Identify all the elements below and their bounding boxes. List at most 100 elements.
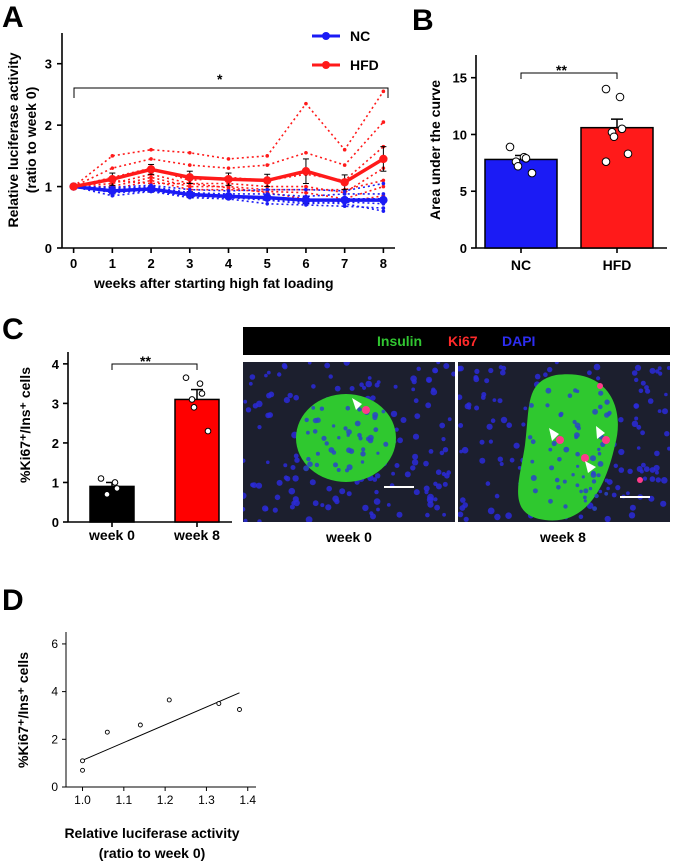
chart-c: 0 1 2 3 4 week 0 week 8 ** %Ki67⁺/Ins⁺ cells bbox=[17, 352, 232, 543]
nucleus bbox=[559, 411, 564, 416]
nucleus bbox=[574, 435, 578, 440]
nucleus bbox=[604, 478, 609, 483]
nucleus bbox=[334, 498, 340, 505]
arrowhead-icon bbox=[352, 398, 362, 410]
nucleus bbox=[590, 455, 596, 462]
chart-a-x-tick-label: 0 bbox=[70, 256, 77, 271]
ki67-cell bbox=[556, 436, 564, 444]
nucleus bbox=[333, 462, 338, 468]
nucleus bbox=[375, 473, 381, 479]
ki67-cell bbox=[602, 436, 610, 444]
chart-a-individual-point bbox=[149, 147, 153, 152]
nucleus bbox=[636, 424, 642, 430]
nucleus bbox=[396, 511, 403, 518]
nucleus bbox=[634, 377, 639, 383]
nucleus bbox=[272, 507, 278, 513]
chart-a-individual-point bbox=[110, 166, 115, 170]
nucleus bbox=[634, 416, 639, 421]
nucleus bbox=[583, 495, 587, 500]
nucleus bbox=[583, 499, 588, 503]
chart-a-individual-point bbox=[110, 154, 115, 158]
nucleus bbox=[592, 408, 598, 415]
chart-a-individual-point bbox=[304, 184, 308, 189]
chart-a-ylabel-line1: Relative luciferase activity bbox=[5, 52, 21, 227]
chart-a-individual-point bbox=[304, 150, 308, 155]
nucleus bbox=[266, 392, 272, 399]
nucleus bbox=[500, 369, 506, 376]
nucleus bbox=[487, 507, 495, 515]
nucleus bbox=[346, 491, 352, 497]
nucleus bbox=[534, 373, 541, 380]
nucleus bbox=[428, 449, 434, 454]
chart-a-individual-line-hfd bbox=[73, 176, 384, 191]
nucleus bbox=[427, 493, 434, 501]
nucleus bbox=[414, 413, 421, 419]
chart-a-mean-point-hfd bbox=[69, 182, 78, 191]
nucleus bbox=[473, 375, 479, 380]
chart-b-data-point bbox=[527, 168, 537, 178]
chart-a-mean-point-nc bbox=[224, 192, 233, 201]
nucleus bbox=[314, 462, 320, 468]
nucleus bbox=[492, 398, 497, 402]
chart-a-individual-point bbox=[381, 178, 386, 183]
chart-a-individual-point bbox=[226, 186, 231, 190]
nucleus bbox=[315, 451, 320, 456]
nucleus bbox=[319, 406, 325, 411]
nucleus bbox=[255, 400, 263, 408]
nucleus bbox=[551, 440, 557, 447]
chart-a-individual-point bbox=[226, 189, 231, 193]
chart-c-data-point bbox=[198, 390, 206, 397]
nucleus bbox=[425, 402, 432, 409]
nucleus bbox=[345, 468, 349, 473]
nucleus bbox=[466, 402, 472, 408]
chart-c-data-point bbox=[196, 380, 204, 387]
nucleus bbox=[433, 497, 438, 502]
nucleus bbox=[654, 450, 660, 457]
chart-a-individual-point bbox=[304, 101, 308, 106]
islet-week0 bbox=[296, 394, 396, 482]
nucleus bbox=[386, 503, 391, 507]
nucleus bbox=[343, 426, 348, 431]
nucleus bbox=[435, 469, 442, 476]
nucleus bbox=[530, 439, 536, 445]
nucleus bbox=[458, 365, 464, 372]
chart-d-data-point bbox=[166, 697, 172, 703]
chart-b: 0 5 10 15 NC HFD ** Area under the curve bbox=[427, 55, 667, 273]
nucleus bbox=[549, 465, 555, 471]
nucleus bbox=[276, 479, 283, 486]
nucleus bbox=[463, 516, 469, 522]
nucleus bbox=[312, 417, 319, 424]
nucleus bbox=[554, 477, 560, 483]
chart-a-individual-point bbox=[265, 163, 270, 167]
nucleus bbox=[373, 427, 379, 433]
chart-a-x-tick-label: 1 bbox=[109, 256, 116, 271]
nucleus bbox=[362, 504, 369, 512]
nucleus bbox=[413, 489, 420, 496]
nucleus bbox=[615, 485, 621, 491]
chart-b-bar-nc bbox=[484, 158, 558, 249]
chart-d-y-tick-label: 0 bbox=[51, 780, 58, 794]
nucleus bbox=[365, 380, 373, 388]
nucleus bbox=[431, 387, 436, 392]
nucleus bbox=[474, 405, 480, 411]
chart-b-y-tick-label: 5 bbox=[460, 184, 467, 199]
nucleus bbox=[393, 384, 398, 389]
chart-a-individual-line-hfd bbox=[73, 179, 384, 200]
nucleus bbox=[501, 365, 507, 371]
nucleus bbox=[598, 390, 604, 396]
nucleus bbox=[575, 389, 580, 394]
chart-a-individual-point bbox=[149, 178, 153, 183]
chart-a-mean-point-hfd bbox=[379, 154, 388, 164]
chart-d-data-point bbox=[137, 722, 143, 728]
nucleus bbox=[348, 448, 355, 455]
nucleus bbox=[283, 397, 290, 404]
nucleus bbox=[497, 456, 503, 462]
nucleus bbox=[328, 374, 333, 379]
nucleus bbox=[397, 437, 403, 444]
nucleus bbox=[618, 467, 625, 473]
nucleus bbox=[641, 462, 646, 468]
nucleus bbox=[262, 505, 269, 512]
nucleus bbox=[545, 403, 550, 408]
nucleus bbox=[283, 463, 288, 468]
nucleus bbox=[413, 398, 419, 404]
